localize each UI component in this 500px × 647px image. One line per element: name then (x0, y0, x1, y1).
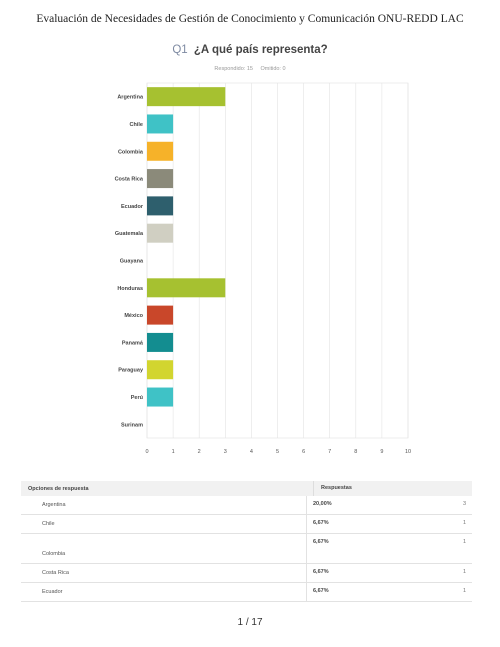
table-row: Argentina 20,00% 3 (21, 496, 472, 515)
bar-chart: 0 1 2 3 4 5 6 7 8 9 10 Argentina Chile Colombia Costa … (115, 82, 411, 455)
page-number: 1 / 17 (237, 617, 263, 628)
row-option: Ecuador (42, 589, 63, 595)
row-option: Argentina (42, 502, 66, 508)
x-tick-label: 6 (302, 449, 305, 455)
x-tick-label: 1 (172, 449, 175, 455)
bar (147, 332, 174, 352)
row-percent: 6,67% (313, 569, 329, 575)
bar (147, 387, 174, 407)
document-title: Evaluación de Necesidades de Gestión de … (36, 13, 464, 25)
category-label: Costa Rica (115, 177, 144, 183)
table-row: Colombia 6,67% 1 (21, 534, 472, 564)
bar (147, 360, 174, 380)
bar (147, 87, 226, 107)
category-label: Ecuador (121, 204, 144, 210)
category-label: Panamá (122, 340, 144, 346)
row-percent: 6,67% (313, 588, 329, 594)
answered-count: Respondido: 15 (214, 66, 253, 72)
bar (147, 305, 174, 325)
category-label: Perú (131, 395, 143, 401)
category-label: Argentina (117, 95, 144, 101)
table-row: Chile 6,67% 1 (21, 515, 472, 534)
category-label: Guatemala (115, 231, 144, 237)
question-number: Q1 (172, 44, 188, 56)
responses-table: Opciones de respuesta Respuestas Argenti… (21, 481, 472, 602)
x-tick-label: 2 (198, 449, 201, 455)
row-option: Chile (42, 521, 55, 527)
bar (147, 114, 174, 134)
x-tick-label: 5 (276, 449, 279, 455)
skipped-count: Omitido: 0 (260, 66, 286, 72)
row-option: Costa Rica (42, 570, 69, 576)
header-options: Opciones de respuesta (28, 485, 89, 492)
category-label: Paraguay (118, 368, 144, 374)
x-tick-label: 9 (380, 449, 383, 455)
x-tick-label: 3 (224, 449, 227, 455)
x-tick-label: 0 (145, 449, 148, 455)
bar (147, 223, 174, 243)
x-tick-label: 7 (328, 449, 331, 455)
row-option: Colombia (42, 550, 66, 557)
row-count: 1 (462, 569, 466, 575)
question-title: Q1 ¿A qué país representa? (0, 44, 500, 56)
x-tick-label: 8 (354, 449, 357, 455)
row-count: 1 (462, 539, 466, 545)
row-count: 3 (462, 501, 466, 507)
question-text: ¿A qué país representa? (193, 44, 328, 56)
x-tick-label: 10 (405, 449, 411, 455)
x-tick-label: 4 (250, 449, 253, 455)
bar (147, 169, 174, 189)
category-label: Colombia (118, 149, 144, 155)
category-label: Surinam (121, 422, 143, 428)
table-row: Costa Rica 6,67% 1 (21, 564, 472, 583)
category-label: México (124, 313, 143, 319)
category-label: Chile (130, 122, 143, 128)
row-percent: 20,00% (313, 501, 332, 507)
bar (147, 278, 226, 298)
category-label: Honduras (117, 286, 143, 292)
row-percent: 6,67% (313, 520, 329, 526)
row-count: 1 (462, 520, 466, 526)
bar (147, 141, 174, 161)
table-row: Ecuador 6,67% 1 (21, 583, 472, 602)
header-responses: Respuestas (313, 481, 472, 496)
category-label: Guayana (120, 259, 144, 265)
bar (147, 196, 174, 216)
row-count: 1 (462, 588, 466, 594)
row-percent: 6,67% (313, 539, 329, 545)
question-stats: Respondido: 15 Omitido: 0 (0, 66, 500, 72)
table-header: Opciones de respuesta Respuestas (21, 481, 472, 496)
